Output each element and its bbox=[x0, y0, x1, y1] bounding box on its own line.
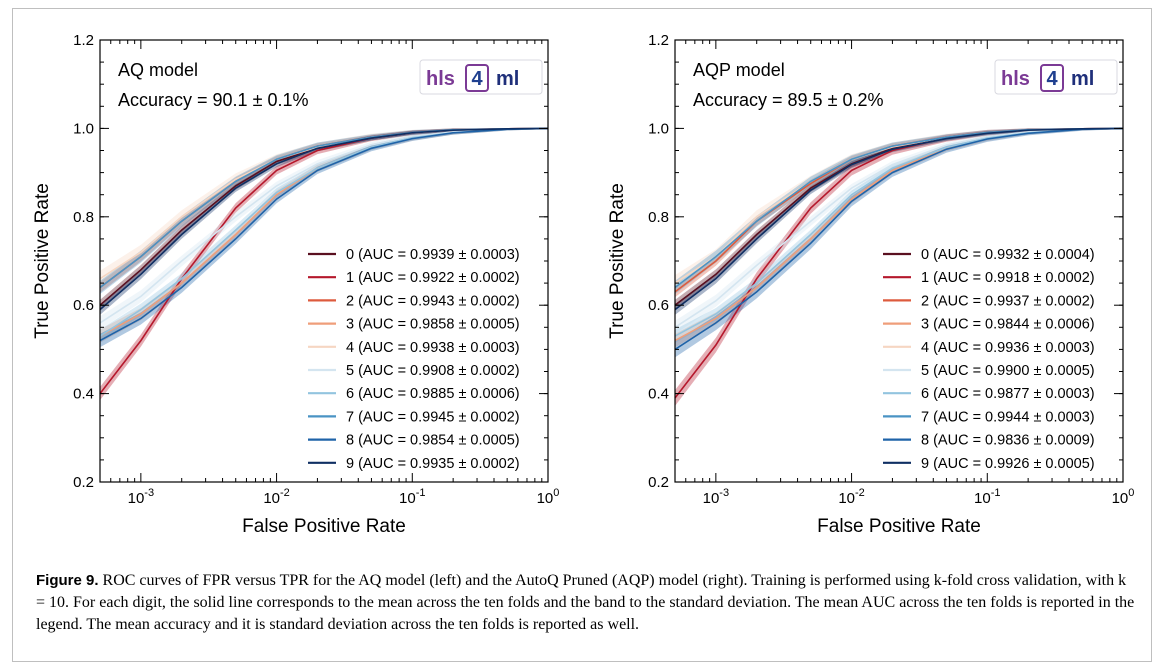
legend: 0 (AUC = 0.9932 ± 0.0004) 1 (AUC = 0.9918… bbox=[883, 247, 1095, 472]
logo-chip-icon bbox=[1040, 64, 1064, 92]
accuracy-label: Accuracy = 89.5 ± 0.2% bbox=[693, 90, 883, 110]
y-tick-label: 0.6 bbox=[648, 297, 669, 314]
legend-entry-4: 4 (AUC = 0.9936 ± 0.0003) bbox=[921, 340, 1095, 356]
y-tick-label: 0.8 bbox=[648, 209, 669, 226]
std-band-9 bbox=[675, 128, 1123, 315]
legend-entry-1: 1 (AUC = 0.9922 ± 0.0002) bbox=[346, 270, 520, 286]
accuracy-label: Accuracy = 90.1 ± 0.1% bbox=[118, 90, 308, 110]
std-band-4 bbox=[675, 128, 1123, 292]
y-tick-label: 0.8 bbox=[73, 209, 94, 226]
std-band-0 bbox=[100, 128, 548, 311]
y-tick-label: 0.2 bbox=[73, 474, 94, 491]
legend-entry-8: 8 (AUC = 0.9854 ± 0.0005) bbox=[346, 433, 520, 449]
y-tick-label: 0.4 bbox=[73, 386, 94, 403]
y-tick-label: 1.2 bbox=[648, 32, 669, 49]
plot-area bbox=[674, 127, 1124, 406]
legend-entry-1: 1 (AUC = 0.9918 ± 0.0002) bbox=[921, 270, 1095, 286]
x-tick-label: 10-2 bbox=[838, 487, 864, 507]
logo-text-hls: hls bbox=[426, 68, 455, 90]
model-name-label: AQ model bbox=[118, 60, 198, 80]
logo-text-4: 4 bbox=[471, 68, 483, 90]
figure-frame bbox=[12, 8, 1152, 662]
legend-entry-7: 7 (AUC = 0.9945 ± 0.0002) bbox=[346, 409, 520, 425]
legend-entry-8: 8 (AUC = 0.9836 ± 0.0009) bbox=[921, 433, 1095, 449]
legend: 0 (AUC = 0.9939 ± 0.0003) 1 (AUC = 0.9922… bbox=[308, 247, 520, 472]
x-axis: 10-3 10-2 10-1 100 bbox=[674, 40, 1135, 507]
x-axis-title: False Positive Rate bbox=[242, 516, 406, 537]
x-tick-label: 10-3 bbox=[128, 487, 154, 507]
legend-entry-9: 9 (AUC = 0.9926 ± 0.0005) bbox=[921, 456, 1095, 472]
legend-entry-3: 3 (AUC = 0.9858 ± 0.0005) bbox=[346, 317, 520, 333]
logo-text-ml: ml bbox=[1071, 68, 1094, 90]
y-tick-label: 0.2 bbox=[648, 474, 669, 491]
caption-text: ROC curves of FPR versus TPR for the AQ … bbox=[36, 572, 1135, 633]
roc-line-8 bbox=[99, 127, 549, 342]
logo-text-hls: hls bbox=[1001, 68, 1030, 90]
y-axis-title: True Positive Rate bbox=[607, 183, 628, 339]
logo-outline bbox=[994, 59, 1118, 95]
logo-chip-icon bbox=[465, 64, 489, 92]
y-tick-label: 0.4 bbox=[648, 386, 669, 403]
x-tick-label: 10-2 bbox=[263, 487, 289, 507]
figure-caption: Figure 9. ROC curves of FPR versus TPR f… bbox=[36, 570, 1136, 636]
legend-entry-5: 5 (AUC = 0.9908 ± 0.0002) bbox=[346, 363, 520, 379]
legend-entry-0: 0 (AUC = 0.9932 ± 0.0004) bbox=[921, 247, 1095, 263]
roc-line-9 bbox=[674, 127, 1124, 311]
roc-chart-aqp: 0.2 0.4 0.6 0.8 1.0 1.2 10-3 10-2 10-1 100 False P… bbox=[607, 32, 1135, 537]
legend-entry-6: 6 (AUC = 0.9885 ± 0.0006) bbox=[346, 386, 520, 402]
y-tick-label: 0.6 bbox=[73, 297, 94, 314]
logo-text-4: 4 bbox=[1046, 68, 1058, 90]
x-tick-label: 10-1 bbox=[974, 487, 1000, 507]
y-tick-label: 1.2 bbox=[73, 32, 94, 49]
legend-entry-4: 4 (AUC = 0.9938 ± 0.0003) bbox=[346, 340, 520, 356]
legend-entry-7: 7 (AUC = 0.9944 ± 0.0003) bbox=[921, 409, 1095, 425]
roc-chart-aq: 0.2 0.4 0.6 0.8 1.0 1.2 10-3 10-2 10-1 100 False P… bbox=[32, 32, 560, 537]
y-tick-label: 1.0 bbox=[648, 120, 669, 137]
x-tick-label: 10-3 bbox=[703, 487, 729, 507]
x-tick-label: 100 bbox=[537, 487, 560, 507]
y-axis-title: True Positive Rate bbox=[32, 183, 53, 339]
legend-entry-6: 6 (AUC = 0.9877 ± 0.0003) bbox=[921, 386, 1095, 402]
x-tick-label: 100 bbox=[1112, 487, 1135, 507]
hls4ml-logo: hls 4 ml bbox=[419, 59, 543, 95]
y-tick-label: 1.0 bbox=[73, 120, 94, 137]
std-band-2 bbox=[675, 128, 1123, 298]
x-axis: 10-3 10-2 10-1 100 bbox=[99, 40, 560, 507]
roc-line-8 bbox=[674, 127, 1124, 351]
hls4ml-logo: hls 4 ml bbox=[994, 59, 1118, 95]
plot-area bbox=[99, 127, 549, 401]
legend-entry-0: 0 (AUC = 0.9939 ± 0.0003) bbox=[346, 247, 520, 263]
legend-entry-2: 2 (AUC = 0.9943 ± 0.0002) bbox=[346, 293, 520, 309]
std-band-4 bbox=[100, 128, 548, 287]
std-band-1 bbox=[100, 128, 548, 401]
y-axis: 0.2 0.4 0.6 0.8 1.0 1.2 bbox=[73, 32, 548, 491]
legend-entry-3: 3 (AUC = 0.9844 ± 0.0006) bbox=[921, 317, 1095, 333]
logo-text-ml: ml bbox=[496, 68, 519, 90]
legend-entry-2: 2 (AUC = 0.9937 ± 0.0002) bbox=[921, 293, 1095, 309]
x-axis-title: False Positive Rate bbox=[817, 516, 981, 537]
logo-outline bbox=[419, 59, 543, 95]
caption-label: Figure 9. bbox=[36, 572, 99, 589]
x-tick-label: 10-1 bbox=[399, 487, 425, 507]
model-name-label: AQP model bbox=[693, 60, 785, 80]
y-axis: 0.2 0.4 0.6 0.8 1.0 1.2 bbox=[648, 32, 1123, 491]
roc-line-9 bbox=[99, 127, 549, 311]
legend-entry-9: 9 (AUC = 0.9935 ± 0.0002) bbox=[346, 456, 520, 472]
legend-entry-5: 5 (AUC = 0.9900 ± 0.0005) bbox=[921, 363, 1095, 379]
